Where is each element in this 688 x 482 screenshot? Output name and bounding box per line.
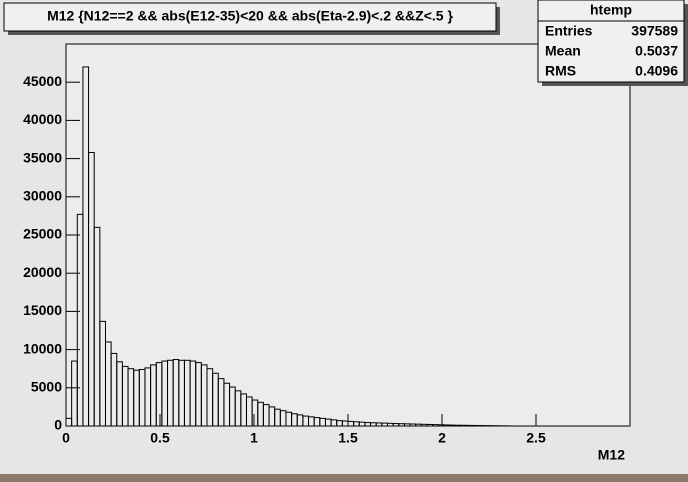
y-tick-label: 45000 (23, 73, 62, 89)
y-tick-label: 40000 (23, 111, 62, 127)
x-tick-label: 2 (438, 430, 446, 446)
bottom-strip (0, 474, 688, 482)
x-tick-label: 1.5 (338, 430, 358, 446)
stats-title: htemp (590, 2, 632, 18)
y-tick-label: 0 (54, 417, 62, 433)
stats-label: RMS (545, 63, 576, 79)
y-tick-label: 30000 (23, 188, 62, 204)
y-tick-label: 5000 (31, 379, 62, 395)
stats-value: 0.4096 (635, 63, 678, 79)
chart-title: M12 {N12==2 && abs(E12-35)<20 && abs(Eta… (47, 8, 453, 24)
stats-box (537, 0, 685, 83)
histogram-bin (471, 424, 479, 427)
y-tick-label: 10000 (23, 340, 62, 356)
y-tick-label: 20000 (23, 264, 62, 280)
histogram-bin (454, 424, 462, 427)
y-tick-label: 25000 (23, 226, 62, 242)
stats-label: Mean (545, 43, 581, 59)
stats-label: Entries (545, 23, 593, 39)
y-tick-label: 35000 (23, 149, 62, 165)
x-tick-label: 0.5 (150, 430, 170, 446)
stats-value: 397589 (631, 23, 678, 39)
x-tick-label: 2.5 (526, 430, 546, 446)
x-axis-label: M12 (598, 447, 625, 463)
y-tick-label: 15000 (23, 302, 62, 318)
title-box (3, 2, 497, 32)
histogram-bin (449, 424, 456, 427)
x-tick-label: 1 (250, 430, 258, 446)
x-tick-label: 0 (62, 430, 70, 446)
histogram-bin (460, 424, 467, 427)
stats-value: 0.5037 (635, 43, 678, 59)
histogram-bin (465, 424, 473, 427)
